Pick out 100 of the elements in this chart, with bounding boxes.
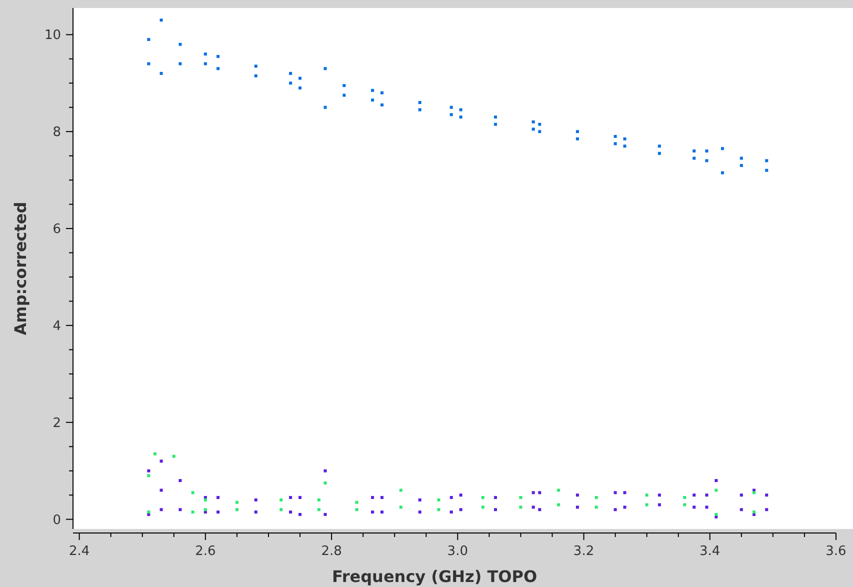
- point: [289, 82, 292, 85]
- point: [692, 156, 696, 160]
- point: [683, 503, 686, 506]
- point: [371, 98, 374, 102]
- point: [399, 488, 402, 492]
- point: [418, 101, 422, 104]
- point: [254, 64, 258, 68]
- point: [481, 496, 484, 499]
- point: [418, 510, 422, 514]
- point: [538, 491, 542, 494]
- point: [645, 494, 648, 497]
- point: [538, 508, 542, 512]
- point: [191, 491, 194, 494]
- point: [178, 62, 182, 66]
- point: [714, 479, 718, 482]
- point: [324, 67, 327, 70]
- point: [160, 72, 163, 75]
- point: [418, 498, 422, 502]
- point: [538, 130, 542, 134]
- point: [740, 508, 743, 512]
- point: [380, 510, 384, 514]
- point: [191, 510, 194, 514]
- point: [204, 52, 207, 56]
- point: [371, 496, 374, 499]
- point: [371, 88, 374, 92]
- point: [450, 510, 453, 514]
- point: [289, 496, 292, 499]
- point: [765, 168, 768, 172]
- point: [494, 496, 497, 499]
- point: [172, 454, 176, 458]
- point: [623, 137, 626, 140]
- point: [594, 506, 598, 509]
- point: [576, 506, 579, 509]
- point: [147, 62, 150, 66]
- point: [147, 474, 150, 478]
- point: [298, 512, 302, 516]
- point: [494, 116, 497, 119]
- point: [355, 500, 358, 504]
- point: [459, 508, 462, 512]
- y-tick-label: 8: [52, 125, 61, 140]
- point: [623, 491, 626, 494]
- x-tick-label: 2.6: [195, 544, 216, 559]
- point: [317, 498, 320, 502]
- point: [298, 496, 302, 499]
- point: [658, 494, 661, 497]
- point: [623, 144, 626, 148]
- point: [216, 67, 220, 70]
- point: [532, 128, 535, 131]
- x-tick-label: 3.6: [826, 544, 846, 559]
- x-axis-title: Frequency (GHz) TOPO: [332, 567, 538, 586]
- point: [380, 91, 384, 94]
- point: [765, 159, 768, 162]
- point: [740, 156, 743, 160]
- point: [614, 491, 617, 494]
- point: [298, 76, 302, 80]
- point: [705, 149, 708, 152]
- point: [683, 496, 686, 499]
- y-tick-label: 0: [52, 512, 61, 528]
- point: [289, 510, 292, 514]
- point: [204, 498, 207, 502]
- point: [720, 171, 724, 174]
- point: [740, 494, 743, 497]
- point: [160, 18, 163, 22]
- point: [235, 508, 238, 512]
- point: [752, 491, 756, 494]
- point: [705, 506, 708, 509]
- point: [178, 479, 182, 482]
- point: [557, 503, 560, 506]
- point: [298, 86, 302, 90]
- point: [519, 496, 522, 499]
- point: [576, 494, 579, 497]
- point: [160, 488, 163, 492]
- x-tick-label: 2.4: [68, 544, 90, 559]
- point: [216, 496, 220, 499]
- point: [494, 122, 497, 126]
- y-axis-title: Amp:corrected: [11, 202, 30, 336]
- point: [342, 84, 346, 88]
- point: [532, 120, 535, 124]
- point: [204, 62, 207, 66]
- point: [153, 452, 156, 456]
- point: [714, 488, 718, 492]
- point: [450, 496, 453, 499]
- point: [418, 108, 422, 112]
- point: [532, 506, 535, 509]
- point: [324, 512, 327, 516]
- point: [557, 488, 560, 492]
- point: [235, 500, 238, 504]
- point: [658, 503, 661, 506]
- point: [576, 130, 579, 134]
- point: [324, 481, 327, 484]
- point: [342, 94, 346, 97]
- point: [720, 147, 724, 150]
- point: [254, 510, 258, 514]
- point: [594, 496, 598, 499]
- point: [765, 494, 768, 497]
- point: [204, 508, 207, 512]
- point: [519, 506, 522, 509]
- point: [459, 116, 462, 119]
- point: [160, 508, 163, 512]
- point: [538, 122, 542, 126]
